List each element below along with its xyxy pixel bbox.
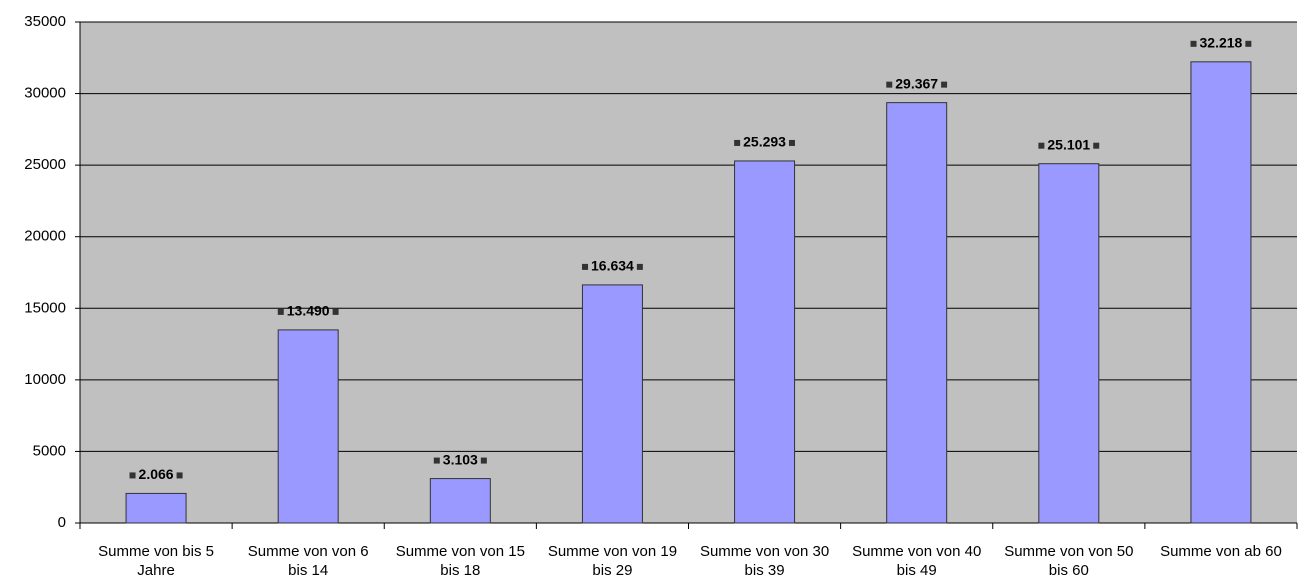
legend-key — [433, 457, 440, 464]
value-label: 32.218 — [1200, 35, 1243, 51]
legend-key — [129, 472, 136, 479]
bar — [125, 492, 187, 524]
value-label: 16.634 — [591, 258, 634, 274]
legend-key — [941, 81, 948, 88]
bar — [1190, 61, 1252, 524]
legend-key — [277, 308, 284, 315]
y-tick-label: 35000 — [24, 13, 66, 30]
legend-key — [1038, 142, 1045, 149]
x-tick-label: Summe von von 6 bis 14 — [247, 543, 369, 579]
legend-key — [176, 472, 183, 479]
y-tick-label: 15000 — [24, 299, 66, 316]
value-label: 25.101 — [1047, 136, 1090, 152]
x-tick-label: Summe von von 19 bis 29 — [547, 543, 678, 579]
legend-key — [1190, 40, 1197, 47]
y-tick-label: 0 — [58, 514, 66, 531]
value-label: 3.103 — [443, 451, 478, 467]
x-tick-label: Summe von von 30 bis 39 — [699, 543, 830, 579]
legend-key — [734, 139, 741, 146]
x-tick-label: Summe von ab 60 — [1160, 543, 1282, 560]
x-tick-label: Summe von von 15 bis 18 — [395, 543, 525, 579]
bar — [1038, 163, 1100, 524]
y-tick-label: 10000 — [24, 371, 66, 388]
value-label: 29.367 — [895, 75, 938, 91]
y-tick-label: 20000 — [24, 228, 66, 245]
x-tick-label: Summe von von 40 bis 49 — [852, 543, 982, 579]
plot-area — [80, 22, 1297, 523]
legend-key — [788, 139, 795, 146]
value-label: 13.490 — [287, 303, 330, 319]
legend-key — [1245, 40, 1252, 47]
y-tick-label: 30000 — [24, 85, 66, 102]
legend-key — [480, 457, 487, 464]
bar — [581, 284, 643, 524]
legend-key — [1093, 142, 1100, 149]
x-tick-label: Summe von bis 5 Jahre — [98, 543, 214, 579]
bar — [886, 102, 948, 524]
y-tick-label: 25000 — [24, 156, 66, 173]
y-tick-label: 5000 — [33, 442, 66, 459]
x-tick-label: Summe von von 50 bis 60 — [1004, 543, 1134, 579]
bar — [734, 160, 796, 524]
legend-key — [582, 263, 589, 270]
value-label: 25.293 — [743, 134, 786, 150]
legend-key — [636, 263, 643, 270]
legend-key — [332, 308, 339, 315]
value-label: 2.066 — [139, 466, 174, 482]
bar — [429, 478, 491, 524]
bar — [277, 329, 339, 524]
legend-key — [886, 81, 893, 88]
